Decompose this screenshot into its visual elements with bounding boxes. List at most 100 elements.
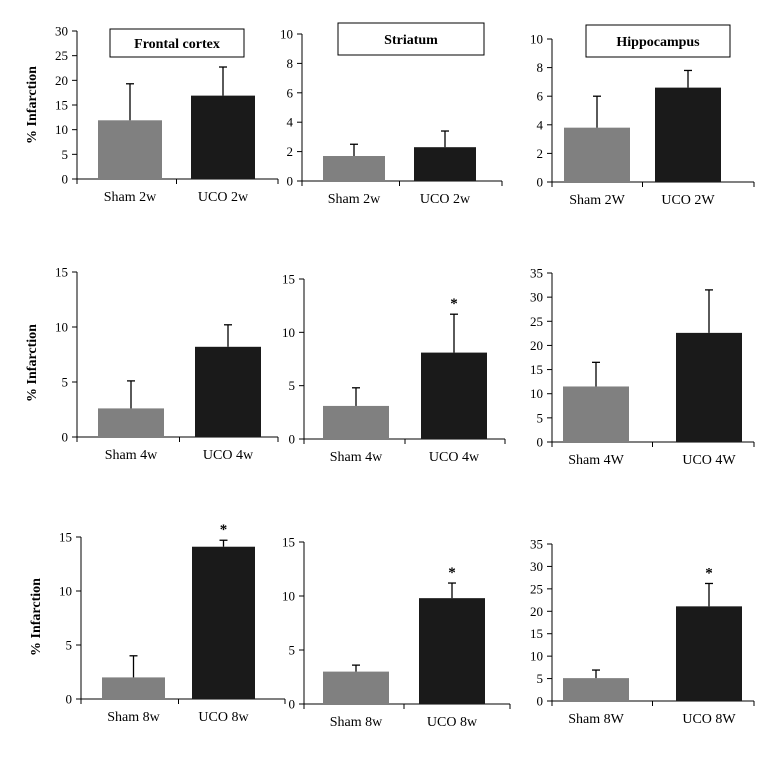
bar-sham (102, 677, 165, 699)
panel-title: Striatum (384, 33, 438, 48)
bar-uco (655, 87, 721, 182)
y-tick-label: 10 (530, 649, 543, 664)
y-tick-label: 30 (55, 24, 68, 39)
y-tick-label: 20 (55, 73, 68, 88)
bar-sham (564, 127, 630, 182)
x-category-label: UCO 2w (420, 192, 471, 207)
panel-title-box (585, 24, 731, 58)
y-tick-label: 15 (282, 272, 295, 287)
x-category-label: Sham 8w (330, 715, 383, 730)
y-tick-label: 10 (282, 589, 295, 604)
y-tick-label: 30 (530, 559, 543, 574)
x-category-label: Sham 2w (328, 192, 381, 207)
bar-sham (563, 678, 629, 701)
y-tick-label: 10 (530, 32, 543, 47)
bar-sham (323, 671, 389, 704)
y-tick-label: 20 (530, 338, 543, 353)
y-tick-label: 10 (530, 386, 543, 401)
y-tick-label: 6 (287, 85, 294, 100)
bar-uco (192, 546, 255, 699)
x-category-label: UCO 4w (429, 450, 480, 465)
y-tick-label: 15 (55, 98, 68, 113)
y-tick-label: 15 (55, 265, 68, 280)
y-tick-label: 10 (282, 325, 295, 340)
y-tick-label: 0 (287, 174, 294, 189)
y-tick-label: 25 (530, 314, 543, 329)
x-category-label: UCO 8w (198, 710, 249, 725)
x-category-label: UCO 8W (682, 712, 736, 727)
x-category-label: Sham 2w (104, 190, 157, 205)
y-tick-label: 0 (62, 172, 69, 187)
x-category-label: Sham 4w (330, 450, 383, 465)
x-category-label: Sham 8W (568, 712, 624, 727)
bar-uco (414, 147, 476, 181)
y-tick-label: 5 (62, 375, 69, 390)
y-tick-label: 8 (287, 56, 294, 71)
x-category-label: Sham 8w (107, 710, 160, 725)
y-tick-label: 5 (537, 410, 544, 425)
y-tick-label: 15 (530, 362, 543, 377)
bar-uco (676, 606, 742, 701)
bar-uco (191, 95, 255, 179)
y-tick-label: 10 (55, 320, 68, 335)
y-tick-label: 0 (537, 435, 544, 450)
panel-title-box (337, 22, 485, 56)
panel-title: Hippocampus (616, 35, 700, 50)
y-tick-label: 5 (289, 643, 296, 658)
bar-sham (98, 120, 162, 179)
bar-uco (195, 346, 261, 437)
x-category-label: Sham 4w (105, 448, 158, 463)
y-tick-label: 10 (280, 27, 293, 42)
panel-title-box (109, 28, 245, 58)
y-tick-label: 10 (55, 122, 68, 137)
y-tick-label: 5 (289, 378, 296, 393)
y-tick-label: 25 (55, 48, 68, 63)
bar-sham (98, 408, 164, 437)
y-tick-label: 20 (530, 604, 543, 619)
significance-star: * (448, 565, 456, 581)
y-tick-label: 0 (66, 692, 73, 707)
y-tick-label: 5 (62, 147, 69, 162)
bar-uco (421, 352, 487, 439)
y-axis-label: % Infarction (25, 324, 40, 402)
bar-uco (676, 332, 742, 442)
y-tick-label: 30 (530, 290, 543, 305)
y-tick-label: 0 (289, 432, 296, 447)
y-tick-label: 6 (537, 89, 544, 104)
y-tick-label: 4 (287, 115, 294, 130)
y-tick-label: 35 (530, 537, 543, 552)
y-tick-label: 5 (66, 638, 73, 653)
y-axis-label: % Infarction (29, 578, 44, 656)
y-tick-label: 25 (530, 581, 543, 596)
y-tick-label: 15 (530, 626, 543, 641)
y-axis-label: % Infarction (25, 66, 40, 144)
x-category-label: UCO 4W (682, 453, 736, 468)
x-category-label: UCO 4w (203, 448, 254, 463)
x-category-label: Sham 2W (569, 193, 625, 208)
panel-title: Frontal cortex (134, 37, 220, 52)
y-tick-label: 0 (289, 697, 296, 712)
y-tick-label: 15 (282, 535, 295, 550)
bar-sham (323, 156, 385, 181)
significance-star: * (450, 296, 458, 312)
bar-sham (563, 386, 629, 442)
y-tick-label: 5 (537, 671, 544, 686)
bar-uco (419, 598, 485, 704)
x-category-label: UCO 8w (427, 715, 478, 730)
y-tick-label: 8 (537, 60, 544, 75)
y-tick-label: 0 (62, 430, 69, 445)
significance-star: * (220, 522, 228, 538)
significance-star: * (705, 565, 713, 581)
x-category-label: UCO 2W (661, 193, 715, 208)
x-category-label: UCO 2w (198, 190, 249, 205)
y-tick-label: 2 (287, 144, 294, 159)
y-tick-label: 4 (537, 117, 544, 132)
y-tick-label: 0 (537, 694, 544, 709)
bar-sham (323, 405, 389, 439)
y-tick-label: 10 (59, 584, 72, 599)
y-tick-label: 0 (537, 175, 544, 190)
y-tick-label: 35 (530, 266, 543, 281)
y-tick-label: 15 (59, 530, 72, 545)
